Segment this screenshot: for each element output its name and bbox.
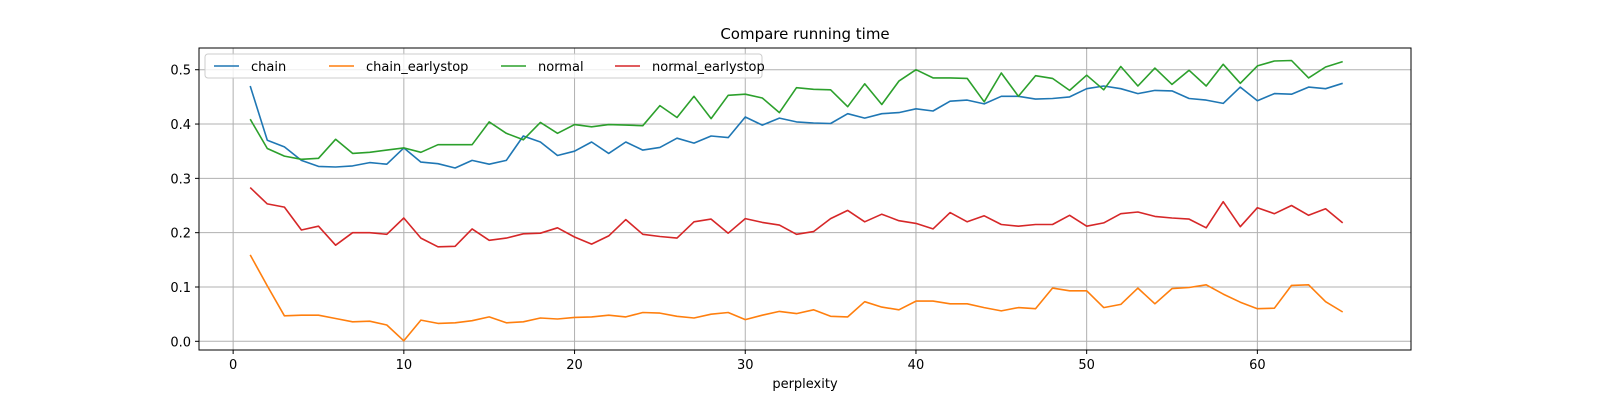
series-line-normal_earlystop [249, 187, 1344, 248]
y-tick-label: 0.0 [170, 335, 191, 350]
y-tick-label: 0.2 [170, 227, 191, 242]
axis-ticks: 0 10 20 30 40 50 60 0.0 0.1 0.2 0.3 0.4 0.5 [170, 64, 1265, 373]
x-tick-label: 40 [908, 358, 925, 373]
chart-title: Compare running time [720, 25, 889, 43]
x-tick-label: 0 [229, 358, 237, 373]
legend: chain chain_earlystop normal normal_earlyst… [204, 53, 765, 79]
y-tick-label: 0.4 [170, 118, 191, 133]
legend-label-normal: normal [538, 60, 584, 75]
legend-label-chain_earlystop: chain_earlystop [366, 60, 468, 75]
x-tick-label: 10 [396, 358, 413, 373]
x-axis-title: perplexity [772, 377, 838, 392]
y-tick-label: 0.3 [170, 172, 191, 187]
x-tick-label: 50 [1078, 358, 1095, 373]
series-line-chain [249, 82, 1343, 169]
y-tick-label: 0.1 [170, 281, 191, 296]
legend-label-normal_earlystop: normal_earlystop [652, 60, 765, 75]
y-tick-label: 0.5 [170, 64, 191, 79]
x-tick-label: 60 [1249, 358, 1266, 373]
legend-box [204, 53, 763, 79]
series-line-chain_earlystop [249, 254, 1344, 342]
plot-frame [198, 47, 1412, 351]
legend-label-chain: chain [251, 60, 286, 75]
x-tick-label: 30 [737, 358, 754, 373]
x-tick-label: 20 [566, 358, 583, 373]
series-layer [249, 59, 1344, 342]
series-line-normal [249, 59, 1343, 161]
